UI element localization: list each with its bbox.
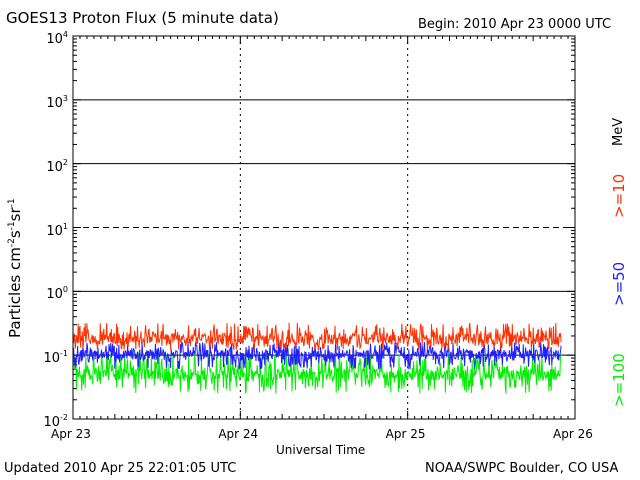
y-tick-label: 104: [46, 30, 68, 47]
series-line-ge10: [72, 322, 562, 351]
y-tick-label: 101: [46, 221, 68, 239]
legend-unit-mev: MeV: [611, 117, 626, 146]
y-tick-label: 103: [46, 93, 68, 111]
y-tick-label: 10-1: [43, 349, 68, 367]
legend-series-50: >=50: [610, 261, 628, 306]
footer-source: NOAA/SWPC Boulder, CO USA: [425, 461, 619, 476]
footer-updated: Updated 2010 Apr 25 22:01:05 UTC: [4, 461, 237, 476]
y-axis-label: Particles cm-2s-1sr-1: [6, 198, 24, 338]
series-layer: [72, 322, 562, 394]
y-tick-label: 10-2: [43, 413, 68, 430]
x-tick-label: Apr 26: [553, 427, 593, 441]
legend-series-10: >=10: [610, 173, 628, 218]
x-tick-label: Apr 23: [51, 427, 91, 441]
y-tick-label: 102: [46, 157, 68, 175]
x-tick-label: Apr 24: [218, 427, 259, 441]
chart-title: GOES13 Proton Flux (5 minute data): [6, 9, 279, 27]
y-tick-label: 100: [46, 285, 68, 303]
series-line-ge50: [72, 341, 562, 371]
legend-series-100: >=100: [610, 353, 628, 407]
x-axis-label: Universal Time: [276, 443, 366, 457]
x-tick-label: Apr 25: [385, 427, 426, 441]
series-line-ge100: [72, 352, 562, 394]
plot-frame: [72, 35, 576, 420]
begin-label: Begin: 2010 Apr 23 0000 UTC: [418, 17, 612, 32]
